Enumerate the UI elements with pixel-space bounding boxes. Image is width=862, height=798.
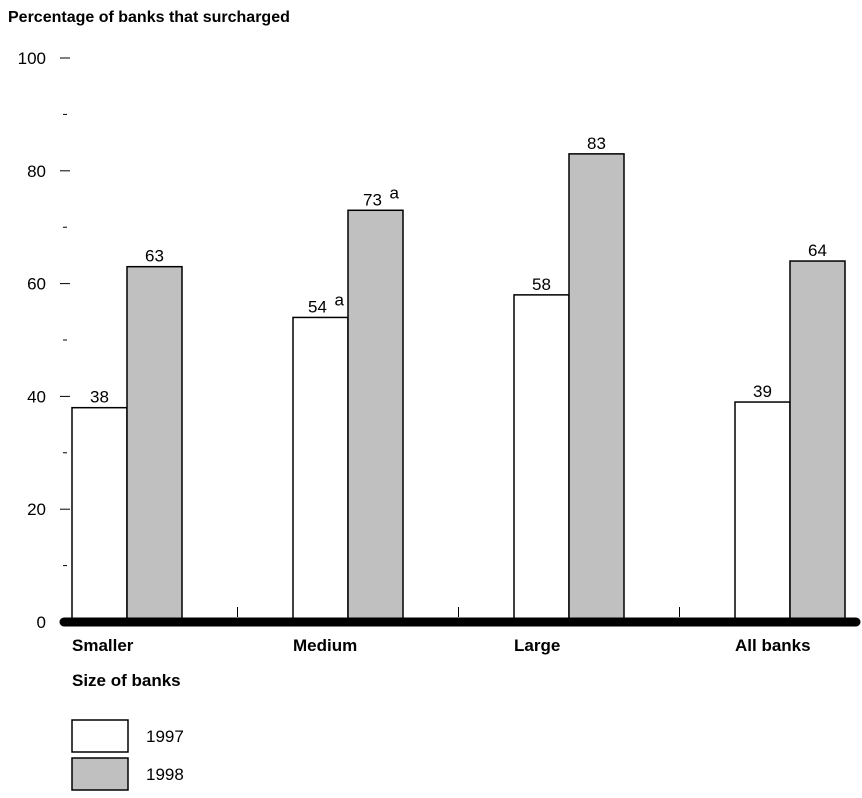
data-label: 83	[587, 134, 606, 153]
chart-title: Percentage of banks that surcharged	[8, 9, 290, 26]
y-tick-label: 100	[18, 49, 46, 68]
y-axis: 0 20 40 60 80 100	[18, 49, 70, 632]
data-label: 54	[308, 297, 327, 316]
y-tick-label: 40	[27, 387, 46, 406]
bar-1998-medium	[347, 209, 404, 623]
data-label-footnote: a	[390, 183, 400, 202]
legend-label: 1997	[146, 727, 184, 746]
bar-1997-medium	[292, 316, 349, 623]
data-label-footnote: a	[335, 290, 345, 309]
x-axis-label: Size of banks	[72, 671, 181, 690]
x-axis	[59, 607, 861, 627]
data-label: 63	[145, 247, 164, 266]
y-tick-label: 80	[27, 162, 46, 181]
data-label: 73	[363, 190, 382, 209]
legend-swatch	[71, 719, 129, 753]
legend-swatch	[71, 757, 129, 791]
y-tick-label: 20	[27, 500, 46, 519]
data-label: 39	[753, 382, 772, 401]
bar-1998-smaller	[126, 265, 183, 623]
bar-1998-all-banks	[789, 260, 846, 623]
data-label: 58	[532, 275, 551, 294]
legend: 1997 1998	[71, 719, 184, 791]
data-label: 38	[90, 388, 109, 407]
bar-1997-smaller	[71, 406, 128, 623]
data-label: 64	[808, 241, 827, 260]
x-category-label: Medium	[293, 636, 357, 655]
x-category-label: Large	[514, 636, 560, 655]
bar-1998-large	[568, 153, 625, 623]
y-tick-label: 0	[37, 613, 46, 632]
bar-1997-all-banks	[734, 401, 791, 623]
bars: 38 63 Smaller 54 a 73 a Medium 58 83 Large 39 64 All …	[71, 134, 846, 655]
bar-1997-large	[513, 294, 570, 623]
x-category-label: All banks	[735, 636, 811, 655]
legend-label: 1998	[146, 765, 184, 784]
y-tick-label: 60	[27, 275, 46, 294]
x-category-label: Smaller	[72, 636, 134, 655]
